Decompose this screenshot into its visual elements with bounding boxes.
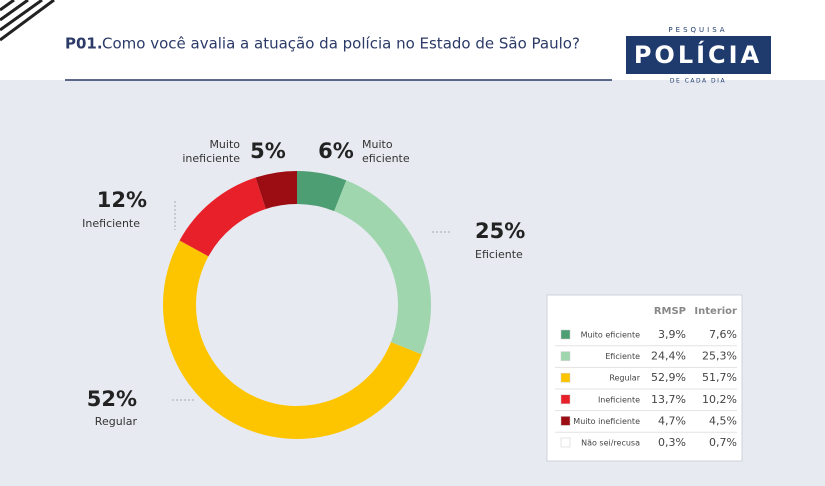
corner-stripes [0,0,55,42]
row-label: Muito eficiente [581,331,640,340]
table-cell: 3,9% [658,328,686,341]
legend-swatch [560,416,571,426]
value-label: 52% [87,387,137,411]
table-cell: 4,5% [709,414,737,427]
table-box [546,294,743,462]
row-label: Não sei/recusa [581,439,640,448]
category-label-line: eficiente [362,152,410,165]
logo-bottom: DE CADA DIA [670,78,726,85]
donut-slice [255,171,297,209]
category-label: Muito eficiente [362,138,410,165]
category-label-line: Muito [362,138,393,151]
question-title: Como você avalia a atuação da polícia no… [102,35,580,53]
logo-top: PESQUISA [668,26,727,34]
question-code: P01. [65,35,103,53]
row-label: Muito ineficiente [573,417,640,426]
value-label: 12% [97,188,147,212]
legend-swatch [560,437,571,448]
donut-slice [179,177,266,257]
row-label: Eficiente [605,352,640,361]
donut-slice [297,171,347,212]
row-label: Regular [609,374,640,383]
table-cell: 10,2% [702,393,737,406]
row-label: Ineficiente [598,395,640,404]
logo-box [626,36,771,74]
category-label: Muito ineficiente [182,138,240,165]
table-cell: 24,4% [651,350,686,363]
value-label: 5% [250,139,286,163]
legend-swatch [560,394,571,405]
category-label: Ineficiente [82,217,140,230]
table-cell: 13,7% [651,393,686,406]
table-header: RMSP [654,306,686,317]
legend-swatch [560,372,571,383]
table-cell: 52,9% [651,371,686,384]
table-cell: 4,7% [658,414,686,427]
category-label: Eficiente [475,248,523,261]
legend-swatch [560,329,571,340]
legend-swatch [560,351,571,361]
value-label: 6% [318,139,354,163]
value-label: 25% [475,219,525,243]
table-cell: 51,7% [702,371,737,384]
table-cell: 0,3% [658,436,686,449]
table-header: Interior [694,306,737,317]
category-label-line: ineficiente [182,152,240,165]
table-cell: 0,7% [709,436,737,449]
category-label: Regular [95,415,138,428]
logo-main: POLÍCIA [634,40,762,69]
donut-slice [163,240,422,439]
table-cell: 7,6% [709,328,737,341]
category-label-line: Muito [209,138,240,151]
donut-slice [334,180,432,355]
table-cell: 25,3% [702,350,737,363]
